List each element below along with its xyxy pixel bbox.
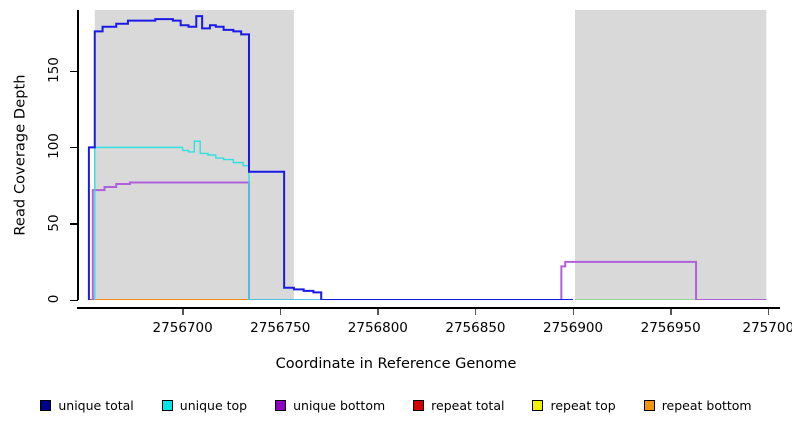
- legend-label: unique bottom: [293, 398, 386, 413]
- y-tick-label-text: 50: [46, 214, 62, 232]
- shaded-region: [575, 10, 767, 300]
- legend-label: unique top: [179, 398, 248, 413]
- legend-item-unique-top[interactable]: unique top: [161, 398, 248, 413]
- chart-legend: unique total unique top unique bottom repea…: [0, 398, 792, 413]
- y-tick-mark: [70, 299, 78, 301]
- legend-swatch-icon: [643, 400, 655, 411]
- y-tick-label: 150: [37, 57, 71, 83]
- legend-swatch-icon: [532, 400, 544, 411]
- y-tick-mark: [70, 70, 78, 73]
- y-tick-label: 50: [37, 214, 71, 231]
- x-tick-mark: [474, 307, 477, 315]
- x-axis-title: Coordinate in Reference Genome: [0, 356, 792, 372]
- shaded-region: [94, 10, 294, 300]
- series-line-unique-top: [94, 140, 574, 300]
- x-tick-label: 2756950: [640, 320, 701, 336]
- legend-swatch-icon: [40, 400, 52, 411]
- legend-swatch-icon: [413, 400, 425, 411]
- y-tick-label-text: 0: [46, 294, 62, 304]
- y-tick-mark: [70, 146, 78, 149]
- y-tick-label: 0: [37, 291, 71, 307]
- y-tick-label-text: 150: [46, 57, 62, 83]
- legend-item-repeat-top[interactable]: repeat top: [532, 398, 616, 413]
- plot-area: [85, 10, 780, 300]
- legend-item-repeat-bottom[interactable]: repeat bottom: [643, 398, 752, 413]
- x-tick-label: 2756700: [152, 320, 213, 336]
- y-axis-line: [77, 10, 79, 300]
- legend-label: repeat top: [550, 398, 616, 413]
- x-tick-mark: [377, 307, 379, 315]
- y-tick-label-text: 100: [46, 133, 62, 160]
- x-tick-label: 2756750: [250, 320, 311, 336]
- legend-label: repeat bottom: [661, 398, 752, 413]
- legend-item-unique-bottom[interactable]: unique bottom: [275, 398, 385, 413]
- legend-swatch-icon: [275, 400, 287, 411]
- x-tick-label: 2756800: [347, 320, 408, 336]
- legend-swatch-icon: [161, 400, 173, 411]
- y-axis-title-text: Read Coverage Depth: [13, 74, 29, 236]
- x-tick-mark: [572, 307, 575, 315]
- legend-item-repeat-total[interactable]: repeat total: [413, 398, 504, 413]
- x-axis-title-text: Coordinate in Reference Genome: [275, 356, 517, 372]
- x-tick-label: 275700: [742, 320, 792, 336]
- y-axis-title: Read Coverage Depth: [6, 0, 36, 310]
- x-tick-mark: [670, 307, 672, 315]
- legend-item-unique-total[interactable]: unique total: [40, 398, 134, 413]
- legend-label: unique total: [58, 398, 134, 413]
- x-tick-mark: [279, 307, 282, 315]
- plot-svg: [87, 10, 767, 300]
- x-tick-mark: [182, 307, 184, 315]
- y-tick-mark: [70, 223, 78, 225]
- series-line-unique-total: [87, 15, 574, 300]
- x-axis-line: [77, 307, 780, 309]
- x-tick-label: 2756850: [445, 320, 506, 336]
- x-tick-label: 2756900: [542, 320, 604, 336]
- x-tick-mark: [767, 307, 770, 315]
- legend-label: repeat total: [431, 398, 505, 413]
- y-tick-label: 100: [37, 133, 71, 159]
